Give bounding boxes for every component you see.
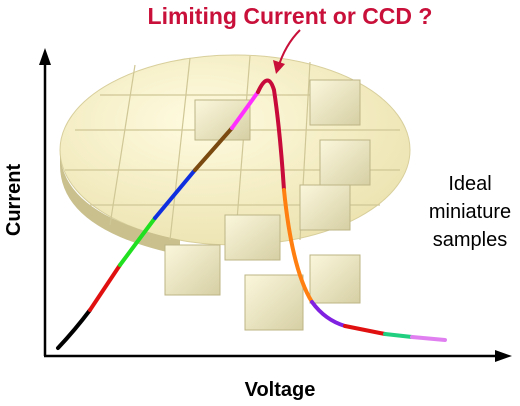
y-axis-label: Current [3,164,25,237]
callout-arrowhead [273,60,285,74]
annotation-line: Ideal [448,173,491,195]
axes [39,48,512,362]
title: Limiting Current or CCD ? [148,3,433,29]
cubes [164,79,371,331]
iv-curve [56,78,447,350]
annotation-line: miniature [429,201,511,223]
annotation: Ideal miniature samples [429,173,511,251]
annotation-line: samples [433,229,507,251]
x-axis-label: Voltage [245,379,316,401]
